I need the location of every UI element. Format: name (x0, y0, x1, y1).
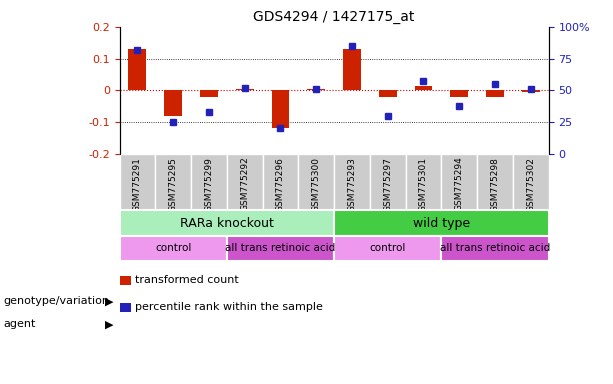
FancyBboxPatch shape (299, 154, 334, 210)
FancyBboxPatch shape (262, 154, 299, 210)
Text: GSM775294: GSM775294 (455, 157, 464, 212)
Bar (164, 90, 182, 116)
Text: control: control (370, 243, 406, 253)
FancyBboxPatch shape (370, 154, 406, 210)
FancyBboxPatch shape (227, 236, 334, 261)
FancyBboxPatch shape (191, 154, 227, 210)
Bar (379, 90, 397, 97)
Text: GSM775301: GSM775301 (419, 157, 428, 212)
Bar (307, 89, 325, 90)
Title: GDS4294 / 1427175_at: GDS4294 / 1427175_at (253, 10, 415, 25)
Text: genotype/variation: genotype/variation (3, 296, 109, 306)
Text: percentile rank within the sample: percentile rank within the sample (135, 302, 322, 312)
Text: all trans retinoic acid: all trans retinoic acid (440, 243, 550, 253)
Bar (451, 90, 468, 97)
FancyBboxPatch shape (334, 154, 370, 210)
Text: agent: agent (3, 319, 36, 329)
Text: GSM775298: GSM775298 (490, 157, 500, 212)
Text: GSM775295: GSM775295 (169, 157, 178, 212)
Text: GSM775297: GSM775297 (383, 157, 392, 212)
Text: ▶: ▶ (105, 319, 113, 329)
FancyBboxPatch shape (513, 154, 549, 210)
Text: ▶: ▶ (105, 296, 113, 306)
Bar (272, 90, 289, 129)
FancyBboxPatch shape (120, 236, 227, 261)
Bar (200, 90, 218, 97)
Bar (129, 49, 147, 90)
FancyBboxPatch shape (441, 154, 477, 210)
Text: GSM775292: GSM775292 (240, 157, 249, 212)
Bar (486, 90, 504, 97)
Text: GSM775291: GSM775291 (133, 157, 142, 212)
Text: GSM775296: GSM775296 (276, 157, 285, 212)
FancyBboxPatch shape (334, 236, 441, 261)
Text: GSM775302: GSM775302 (526, 157, 535, 212)
Text: transformed count: transformed count (135, 275, 238, 285)
Bar (343, 49, 361, 90)
FancyBboxPatch shape (120, 210, 334, 236)
FancyBboxPatch shape (227, 154, 262, 210)
Bar (414, 86, 432, 90)
Text: all trans retinoic acid: all trans retinoic acid (226, 243, 335, 253)
Text: GSM775300: GSM775300 (311, 157, 321, 212)
FancyBboxPatch shape (477, 154, 513, 210)
Text: RARa knockout: RARa knockout (180, 217, 274, 230)
Text: control: control (155, 243, 191, 253)
FancyBboxPatch shape (441, 236, 549, 261)
Text: wild type: wild type (413, 217, 470, 230)
Text: GSM775293: GSM775293 (348, 157, 357, 212)
FancyBboxPatch shape (406, 154, 441, 210)
Text: GSM775299: GSM775299 (204, 157, 213, 212)
Bar (236, 89, 254, 90)
FancyBboxPatch shape (120, 154, 155, 210)
FancyBboxPatch shape (334, 210, 549, 236)
Bar (522, 90, 539, 92)
FancyBboxPatch shape (155, 154, 191, 210)
